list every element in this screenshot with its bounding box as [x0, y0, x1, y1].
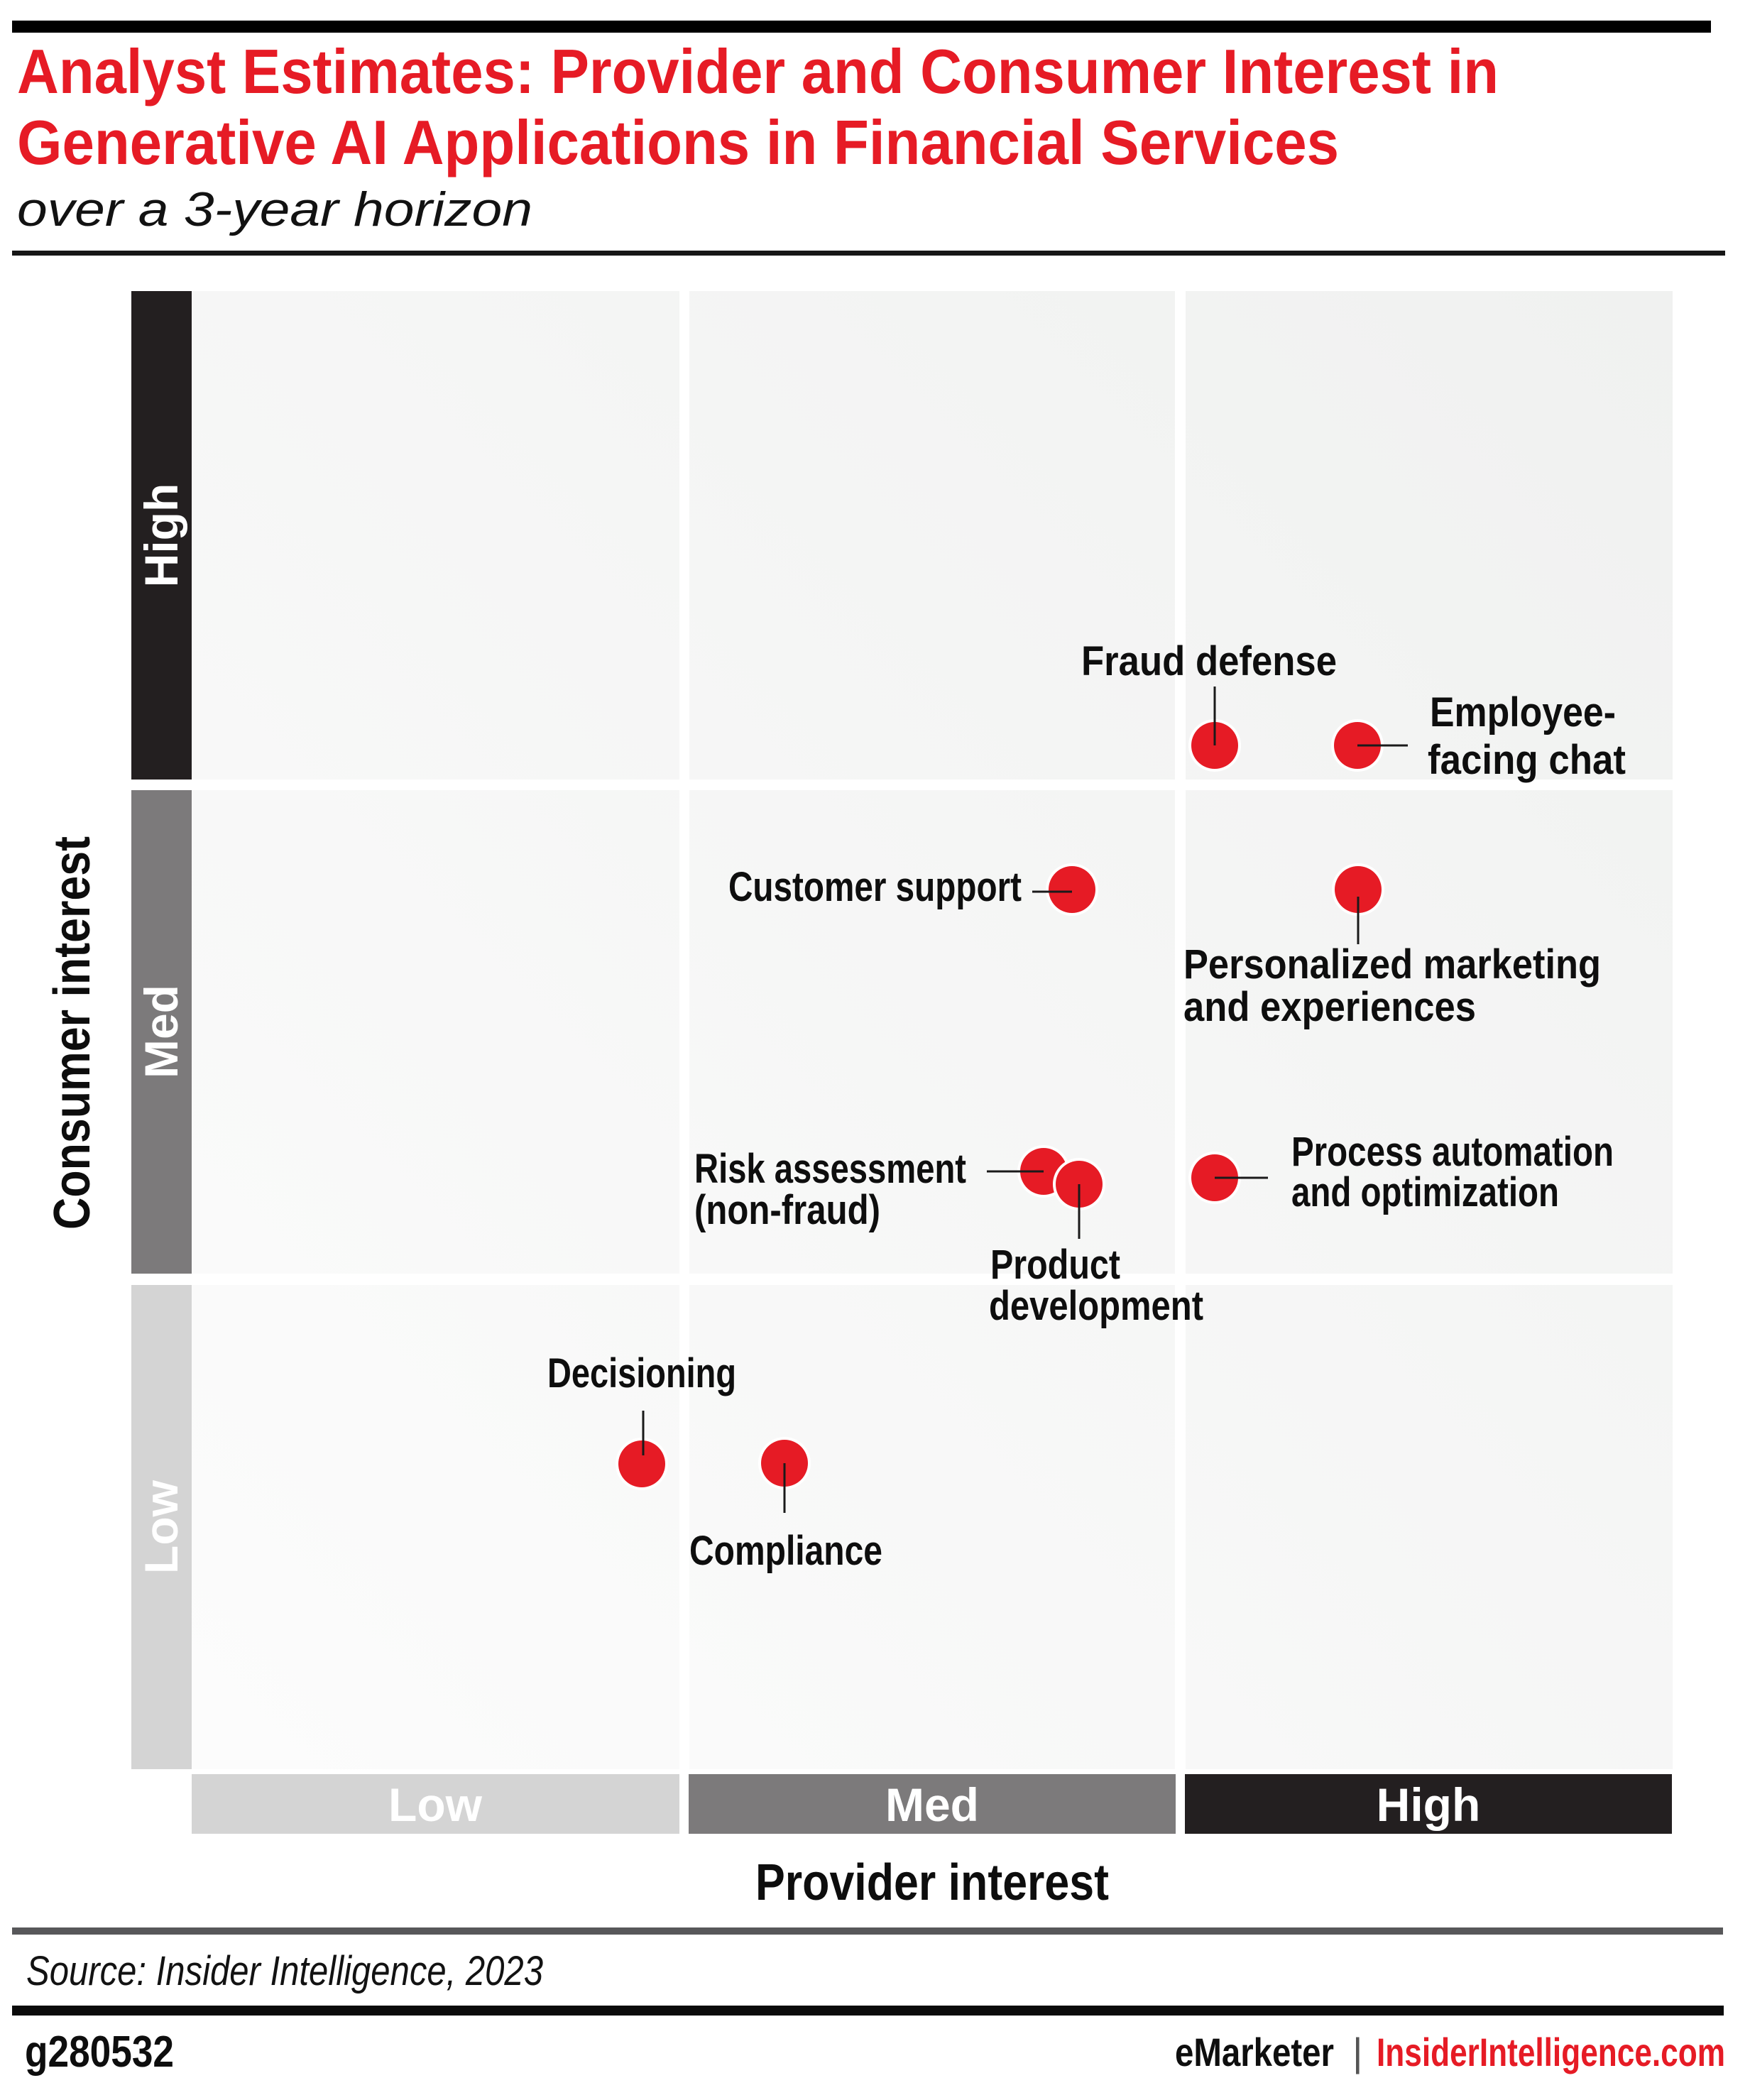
svg-text:Med: Med — [135, 985, 187, 1078]
svg-text:Generative AI Applications in: Generative AI Applications in Financial … — [17, 107, 1339, 177]
svg-text:Process automation: Process automation — [1291, 1129, 1614, 1175]
svg-text:High: High — [1377, 1778, 1481, 1831]
svg-text:over a 3-year horizon: over a 3-year horizon — [17, 182, 532, 236]
svg-text:(non-fraud): (non-fraud) — [694, 1187, 880, 1233]
svg-text:Customer support: Customer support — [728, 864, 1022, 910]
svg-text:Compliance: Compliance — [689, 1528, 882, 1574]
svg-text:Consumer interest: Consumer interest — [44, 836, 101, 1230]
svg-text:Analyst Estimates: Provider an: Analyst Estimates: Provider and Consumer… — [17, 36, 1499, 106]
svg-text:Personalized marketing: Personalized marketing — [1183, 941, 1601, 988]
svg-text:Source: Insider Intelligence,: Source: Insider Intelligence, 2023 — [26, 1948, 543, 1994]
svg-text:Decisioning: Decisioning — [547, 1350, 736, 1396]
svg-text:Low: Low — [135, 1480, 187, 1574]
svg-text:facing chat: facing chat — [1428, 737, 1626, 783]
svg-text:High: High — [135, 483, 187, 588]
svg-text:Product: Product — [990, 1242, 1120, 1288]
svg-text:Fraud defense: Fraud defense — [1081, 638, 1337, 684]
svg-text:and experiences: and experiences — [1183, 984, 1476, 1030]
svg-text:Provider interest: Provider interest — [755, 1854, 1109, 1911]
svg-text:g280532: g280532 — [25, 2028, 174, 2077]
svg-text:development: development — [989, 1283, 1203, 1329]
svg-text:InsiderIntelligence.com: InsiderIntelligence.com — [1377, 2030, 1725, 2074]
svg-text:|: | — [1352, 2030, 1363, 2074]
svg-text:Med: Med — [885, 1778, 979, 1831]
svg-text:and optimization: and optimization — [1291, 1169, 1559, 1215]
svg-text:eMarketer: eMarketer — [1175, 2030, 1334, 2074]
svg-text:Employee-: Employee- — [1430, 689, 1616, 735]
svg-text:Low: Low — [388, 1778, 483, 1831]
svg-text:Risk assessment: Risk assessment — [694, 1146, 966, 1192]
